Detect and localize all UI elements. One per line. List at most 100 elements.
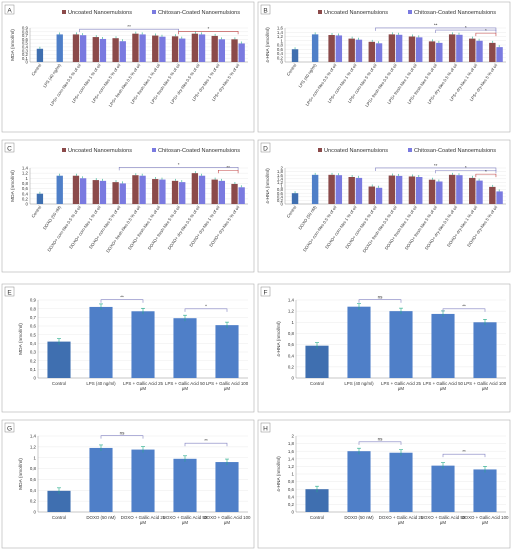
bar-uncoated — [132, 33, 139, 62]
y-tick-label: 0,4 — [30, 341, 37, 346]
bar-coated — [375, 187, 383, 204]
bar-uncoated — [191, 33, 199, 62]
y-tick-label: 0,4 — [22, 191, 29, 196]
significance-label: ** — [462, 304, 466, 309]
x-tick-label-line: LPS (40 ng/ml) — [344, 381, 374, 386]
y-tick-label: 2 — [281, 166, 284, 171]
legend-swatch-coated — [408, 10, 412, 14]
panel-letter-box — [4, 4, 15, 15]
x-tick-label: DOXO + Gallic Acid 50 μM — [421, 515, 466, 525]
panel-letter-box — [260, 142, 271, 153]
bar — [347, 451, 371, 512]
x-tick-label: DOXO + Gallic Acid 25 μM — [121, 515, 166, 525]
x-tick-label: Control — [310, 381, 324, 386]
y-tick-label: 0,4 — [22, 44, 29, 49]
y-axis-label: MDA (nmol/ml) — [18, 458, 24, 490]
legend-label-coated: Chitosan-Coated Nanoemulsions — [414, 148, 496, 154]
bar-uncoated — [152, 35, 159, 62]
y-tick-label: 0,6 — [22, 37, 29, 42]
bar — [131, 449, 155, 512]
legend-label-uncoated: Uncoated Nanoemulsions — [324, 148, 388, 154]
bar-coated — [198, 34, 206, 62]
bar — [473, 469, 497, 512]
significance-label: ** — [434, 163, 438, 168]
x-tick-label-line: μM — [482, 386, 489, 391]
legend-label-coated: Chitosan-Coated Nanoemulsions — [414, 10, 496, 16]
y-tick-label: 1,2 — [22, 171, 29, 176]
x-tick-label: LPS (40 ng/ml) — [344, 381, 374, 386]
x-tick-label: Control — [286, 205, 298, 219]
bar-uncoated — [388, 175, 396, 204]
bar-coated — [335, 35, 343, 62]
bar-coated — [238, 187, 245, 204]
x-tick-label-line: μM — [482, 520, 489, 525]
significance-label: ** — [204, 438, 208, 443]
significance-bracket — [375, 167, 497, 171]
chart-panel-e: E 0 0,1 0,2 0,3 0,4 0,5 0,6 0,7 0,8 0,9 MDA (nmol/m… — [1, 283, 255, 413]
legend-label-uncoated: Uncoated Nanoemulsions — [68, 10, 132, 16]
y-tick-label: 0 — [292, 510, 295, 515]
bar — [215, 462, 239, 512]
panel-letter-box — [4, 286, 15, 297]
bar-coated — [218, 39, 226, 62]
bar — [47, 490, 71, 512]
x-tick-label-line: LPS (40 ng/ml) — [86, 381, 116, 386]
significance-label: * — [465, 165, 467, 170]
bar-coated — [476, 40, 483, 62]
bar-uncoated — [428, 179, 436, 204]
legend-label-coated: Chitosan-Coated Nanoemulsions — [158, 10, 240, 16]
significance-label: ns — [120, 430, 126, 435]
bar-uncoated — [171, 36, 179, 62]
y-tick-label: 0,4 — [288, 353, 295, 358]
bar-uncoated — [469, 38, 476, 62]
bar-coated — [496, 47, 503, 62]
chart-panel-g: G 0 0,2 0,4 0,6 0,8 1 1,2 1,4 MDA (nmol/ml) Contro… — [1, 419, 255, 549]
y-tick-label: 0,2 — [277, 198, 284, 203]
x-tick-label-line: DOXO + Gallic Acid 50 — [163, 515, 208, 520]
bar — [173, 458, 197, 512]
y-tick-label: 2 — [292, 434, 295, 439]
bar-coated — [395, 175, 403, 204]
bar — [347, 306, 371, 378]
significance-bracket — [442, 453, 486, 458]
bar-coated — [198, 175, 206, 204]
significance-bracket — [358, 299, 402, 303]
significance-bracket — [442, 308, 486, 312]
y-tick-label: 0,8 — [30, 306, 37, 311]
y-tick-label: 0 — [34, 510, 37, 515]
x-tick-label-line: DOXO + Gallic Acid 50 — [421, 515, 466, 520]
bar-coated — [179, 38, 186, 62]
bar — [131, 311, 155, 378]
y-tick-label: 0,1 — [22, 56, 29, 61]
panel-letter: E — [7, 289, 12, 296]
bar — [215, 325, 239, 378]
y-tick-label: 0,5 — [30, 332, 37, 337]
y-tick-label: 1,8 — [277, 169, 284, 174]
bar — [47, 341, 71, 378]
y-tick-label: 1 — [281, 184, 284, 189]
y-tick-label: 1,4 — [277, 176, 284, 181]
x-tick-label: Control — [52, 381, 66, 386]
significance-bracket — [358, 441, 402, 445]
bar-coated — [355, 177, 363, 204]
bar-coated — [119, 41, 126, 62]
bar-coated — [99, 38, 107, 62]
legend-swatch-coated — [408, 148, 412, 152]
bar-coated — [179, 182, 186, 204]
y-tick-label: 0,8 — [277, 43, 284, 48]
bar-coated — [436, 181, 443, 204]
bar-uncoated — [469, 177, 476, 204]
significance-label: ns — [378, 437, 384, 442]
panel-frame — [1, 283, 255, 413]
significance-label: ** — [434, 23, 438, 28]
y-tick-label: 0 — [281, 60, 284, 65]
significance-label: ** — [120, 295, 124, 300]
significance-bracket — [178, 30, 239, 35]
legend-swatch-coated — [152, 10, 156, 14]
x-tick-label-line: DOXO + Gallic Acid 100 — [462, 515, 510, 520]
significance-label: ns — [378, 295, 384, 300]
x-tick-label-line: μM — [398, 520, 405, 525]
x-tick-label-line: DOXO + Gallic Acid 25 — [121, 515, 166, 520]
x-tick-label: LPS + Gallic Acid 25 μM — [123, 381, 163, 391]
